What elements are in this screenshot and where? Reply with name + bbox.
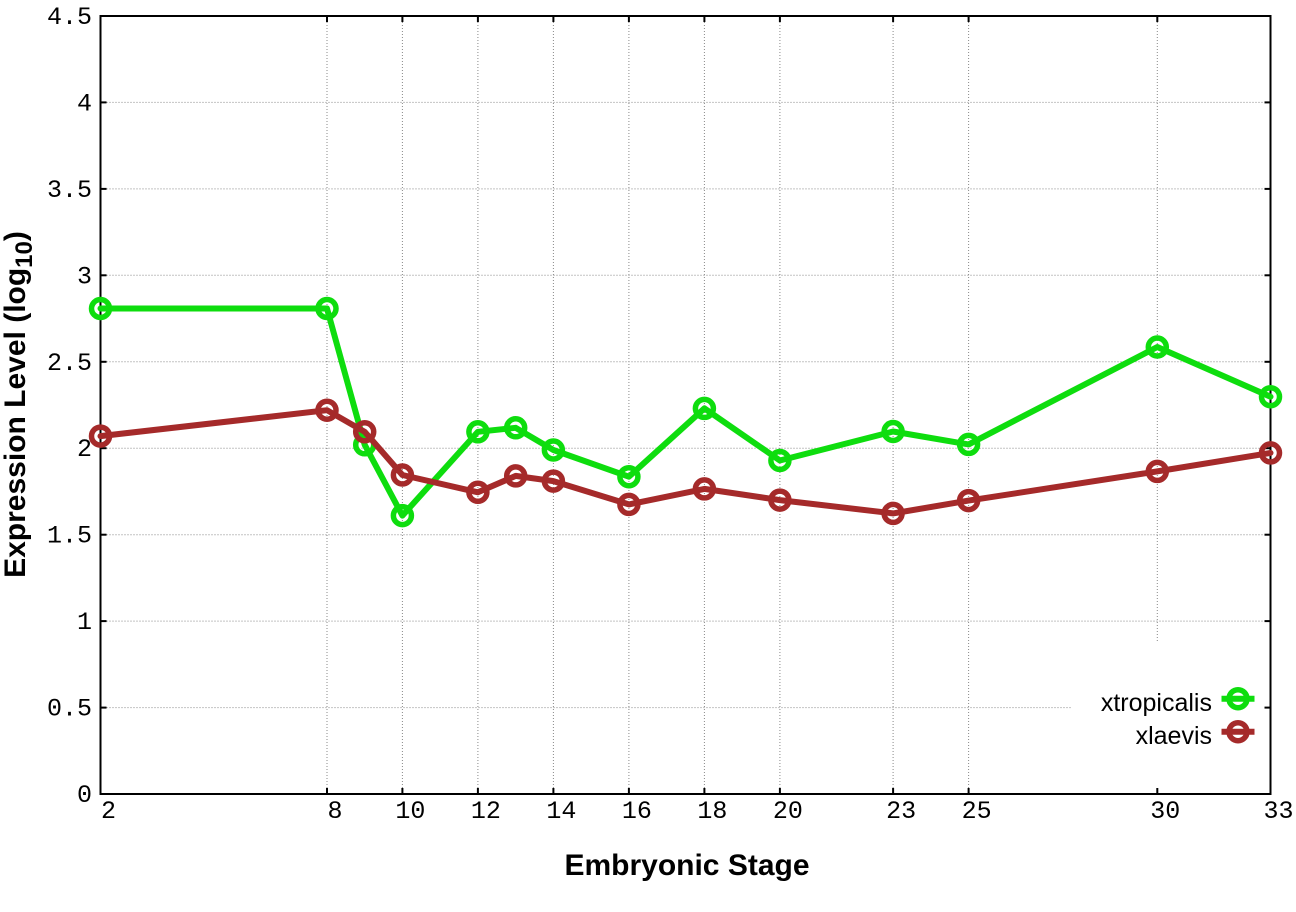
svg-text:3.5: 3.5 — [47, 176, 92, 205]
svg-text:33: 33 — [1263, 797, 1293, 826]
svg-text:1.5: 1.5 — [47, 522, 92, 551]
svg-text:10: 10 — [395, 797, 425, 826]
svg-text:0: 0 — [77, 781, 92, 810]
svg-text:1: 1 — [77, 608, 92, 637]
svg-text:xtropicalis: xtropicalis — [1101, 689, 1212, 717]
svg-text:4: 4 — [77, 89, 92, 118]
svg-text:20: 20 — [773, 797, 803, 826]
svg-text:Expression Level (log10): Expression Level (log10) — [0, 231, 38, 578]
svg-text:0.5: 0.5 — [47, 695, 92, 724]
svg-text:8: 8 — [327, 797, 342, 826]
svg-text:3: 3 — [77, 262, 92, 291]
svg-text:12: 12 — [471, 797, 501, 826]
svg-text:23: 23 — [886, 797, 916, 826]
svg-text:4.5: 4.5 — [47, 3, 92, 32]
svg-text:14: 14 — [546, 797, 576, 826]
svg-text:Embryonic Stage: Embryonic Stage — [564, 849, 809, 882]
svg-text:18: 18 — [697, 797, 727, 826]
svg-text:30: 30 — [1150, 797, 1180, 826]
svg-text:16: 16 — [622, 797, 652, 826]
svg-text:2.5: 2.5 — [47, 349, 92, 378]
svg-text:25: 25 — [962, 797, 992, 826]
svg-text:2: 2 — [101, 797, 116, 826]
svg-text:2: 2 — [77, 435, 92, 464]
svg-text:xlaevis: xlaevis — [1136, 722, 1212, 750]
